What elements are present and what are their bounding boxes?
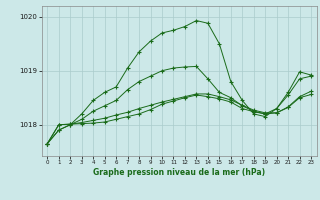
X-axis label: Graphe pression niveau de la mer (hPa): Graphe pression niveau de la mer (hPa) <box>93 168 265 177</box>
